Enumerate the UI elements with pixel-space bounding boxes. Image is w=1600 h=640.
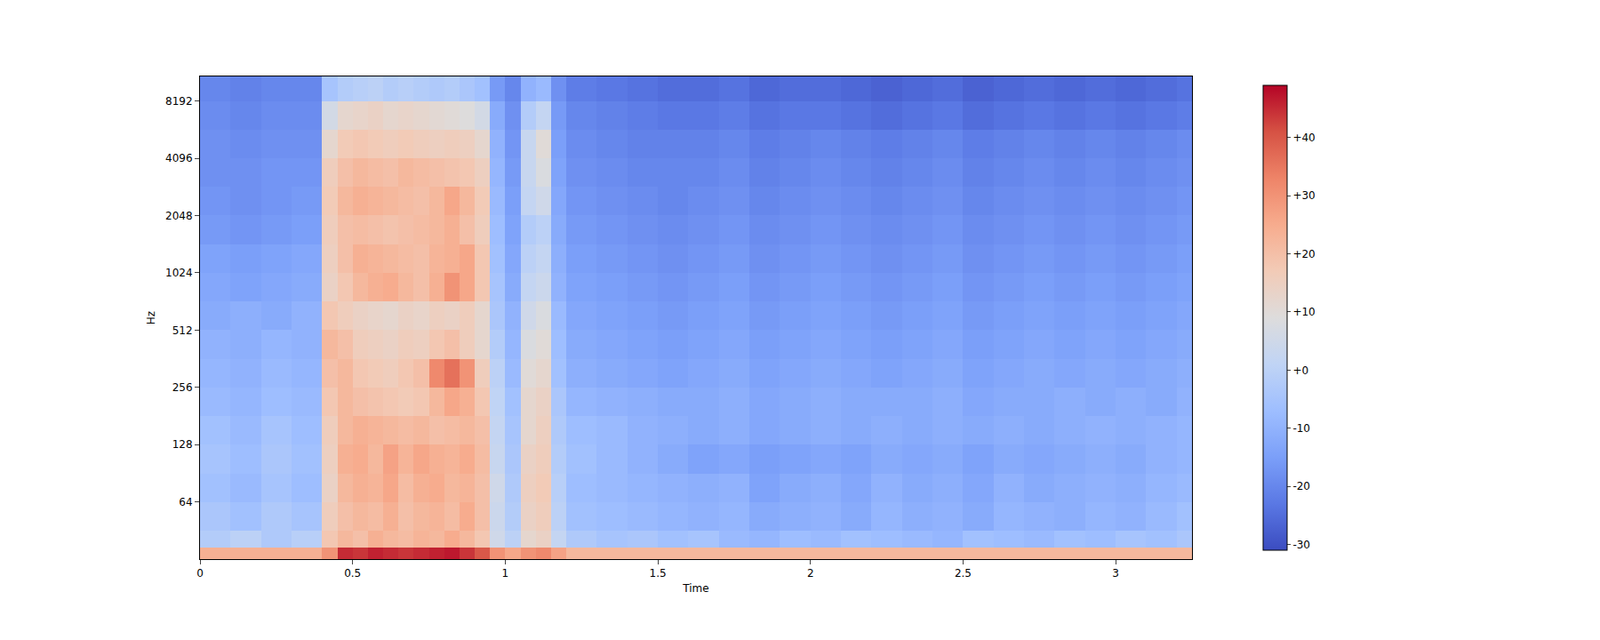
svg-text:Hz: Hz [144,311,158,325]
svg-text:0: 0 [196,567,204,580]
svg-text:0.5: 0.5 [344,567,361,580]
svg-text:Time: Time [681,582,709,595]
svg-text:+0: +0 [1292,364,1309,377]
svg-text:1.5: 1.5 [649,567,667,580]
svg-text:128: 128 [172,438,193,451]
svg-text:2.5: 2.5 [954,567,972,580]
svg-text:4096: 4096 [165,152,193,165]
svg-text:1: 1 [502,567,510,580]
svg-text:8192: 8192 [165,95,193,108]
svg-text:+40: +40 [1292,131,1315,144]
svg-text:+30: +30 [1292,189,1315,202]
svg-text:64: 64 [178,496,192,509]
svg-text:2048: 2048 [165,209,193,223]
svg-text:-20: -20 [1292,480,1311,493]
svg-text:512: 512 [172,324,193,337]
svg-text:-10: -10 [1292,422,1311,435]
svg-text:256: 256 [172,381,193,394]
svg-text:-30: -30 [1292,538,1311,552]
svg-text:2: 2 [807,567,815,580]
svg-text:+10: +10 [1292,305,1315,319]
svg-text:3: 3 [1112,567,1120,580]
svg-text:1024: 1024 [165,266,193,280]
svg-text:+20: +20 [1292,248,1315,261]
